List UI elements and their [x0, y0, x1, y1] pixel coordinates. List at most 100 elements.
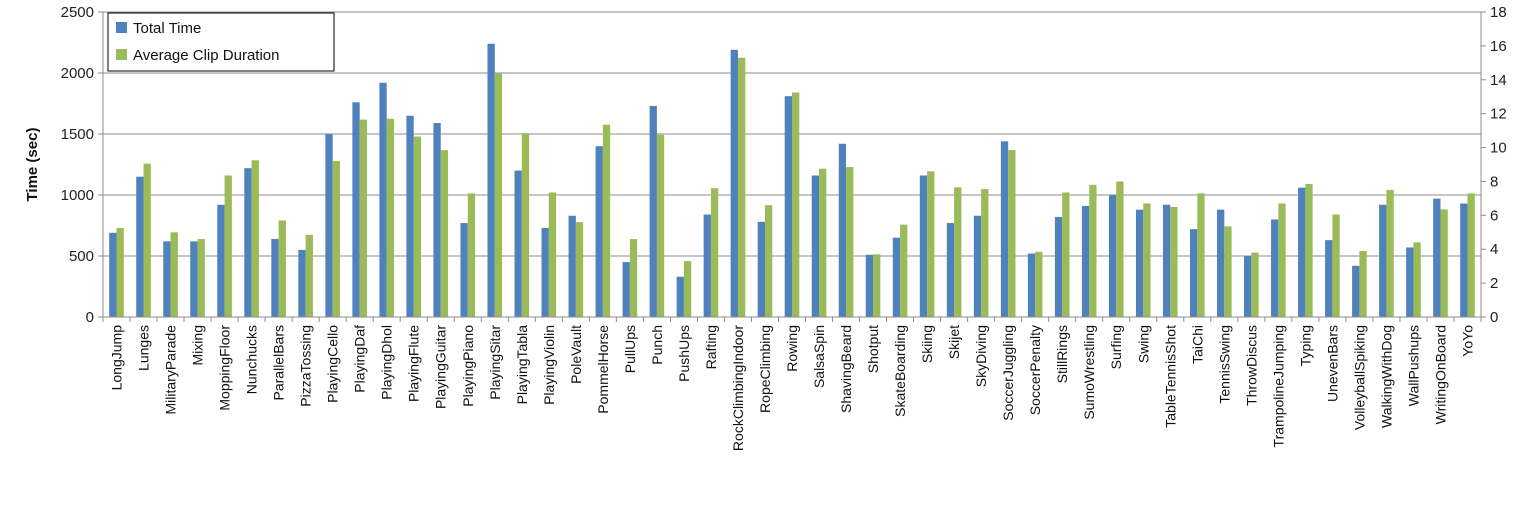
bar-avg-clip-duration: [900, 224, 908, 317]
bar-total-time: [865, 254, 874, 317]
bar-avg-clip-duration: [1332, 214, 1340, 317]
bar-total-time: [1189, 229, 1198, 317]
x-tick-label: StillRings: [1054, 325, 1070, 383]
bar-avg-clip-duration: [1170, 206, 1178, 317]
x-tick-label: SumoWrestling: [1081, 325, 1097, 420]
x-tick-label: Nunchucks: [244, 325, 260, 394]
bar-total-time: [487, 43, 495, 317]
x-tick-label: PlayingFlute: [406, 325, 422, 402]
x-tick-label: MilitaryParade: [163, 325, 179, 415]
bar-avg-clip-duration: [1197, 193, 1205, 317]
bar-total-time: [1325, 240, 1333, 317]
bar-avg-clip-duration: [873, 254, 881, 317]
bar-total-time: [352, 102, 360, 317]
axes: [98, 11, 1486, 322]
y2-tick-label: 16: [1490, 38, 1507, 55]
bar-avg-clip-duration: [494, 73, 503, 317]
x-tick-label: ShavingBeard: [838, 325, 854, 413]
y2-tick-label: 2: [1490, 275, 1498, 292]
bar-avg-clip-duration: [1386, 189, 1394, 317]
bar-avg-clip-duration: [278, 220, 286, 317]
x-tick-label: WalkingWithDog: [1378, 325, 1394, 428]
bar-avg-clip-duration: [981, 189, 989, 317]
bar-avg-clip-duration: [737, 57, 746, 317]
bar-avg-clip-duration: [386, 118, 395, 317]
x-tick-label: Skijet: [946, 325, 962, 359]
bar-total-time: [136, 176, 144, 317]
bar-total-time: [1054, 216, 1063, 317]
bar-total-time: [109, 232, 117, 317]
bar-avg-clip-duration: [305, 234, 313, 317]
bar-total-time: [1135, 209, 1144, 317]
x-tick-label: Mixing: [190, 325, 206, 365]
bar-avg-clip-duration: [656, 134, 665, 317]
bar-avg-clip-duration: [602, 124, 611, 317]
bar-total-time: [622, 262, 630, 317]
bar-avg-clip-duration: [197, 239, 205, 317]
bar-total-time: [1298, 187, 1306, 317]
y-tick-label: 500: [69, 248, 94, 265]
bar-total-time: [325, 134, 333, 317]
x-tick-label: ThrowDiscus: [1243, 325, 1259, 406]
bar-avg-clip-duration: [792, 92, 800, 317]
bar-avg-clip-duration: [683, 261, 692, 317]
x-tick-label: RopeClimbing: [757, 325, 773, 413]
bar-total-time: [217, 204, 225, 317]
bar-avg-clip-duration: [1251, 252, 1259, 317]
bar-total-time: [892, 237, 901, 317]
x-tick-label: VolleyballSpiking: [1351, 325, 1367, 430]
y2-tick-label: 8: [1490, 173, 1498, 190]
x-tick-label: Swing: [1135, 325, 1151, 363]
bar-total-time: [973, 215, 982, 317]
bar-total-time: [1000, 141, 1009, 317]
y-tick-label: 2500: [61, 4, 94, 21]
y2-tick-label: 10: [1490, 140, 1507, 157]
bar-avg-clip-duration: [332, 161, 340, 317]
x-tick-label: Shotput: [865, 325, 881, 373]
bar-avg-clip-duration: [224, 175, 232, 317]
bar-avg-clip-duration: [764, 205, 773, 317]
x-tick-label: SalsaSpin: [811, 325, 827, 388]
x-tick-label: PizzaTossing: [298, 325, 314, 407]
bar-avg-clip-duration: [1035, 251, 1043, 317]
legend-swatch-average-clip-duration: [116, 49, 127, 60]
x-tick-label: SkyDiving: [973, 325, 989, 387]
bar-total-time: [1162, 204, 1171, 317]
bar-avg-clip-duration: [927, 171, 935, 317]
bar-avg-clip-duration: [1359, 250, 1367, 317]
bar-total-time: [1244, 256, 1252, 317]
x-tick-label: Rafting: [703, 325, 719, 369]
y2-tick-label: 14: [1490, 72, 1507, 89]
bar-total-time: [730, 49, 738, 317]
x-tick-label: PlayingCello: [325, 325, 341, 403]
bar-avg-clip-duration: [954, 187, 962, 317]
y2-tick-label: 0: [1490, 309, 1498, 326]
x-tick-label: PlayingViolin: [541, 325, 557, 405]
bar-avg-clip-duration: [1440, 209, 1448, 317]
x-tick-label: YoYo: [1459, 325, 1475, 357]
bar-total-time: [190, 241, 198, 317]
bar-avg-clip-duration: [1278, 203, 1286, 317]
bar-avg-clip-duration: [440, 150, 449, 317]
legend-box: [107, 12, 335, 72]
category-labels: LongJump Lunges MilitaryParade Mixing Moppin…: [109, 325, 1476, 451]
bar-total-time: [541, 227, 549, 317]
x-tick-label: TaiChi: [1189, 325, 1205, 364]
bar-total-time: [379, 82, 387, 317]
bar-avg-clip-duration: [467, 193, 476, 317]
bar-avg-clip-duration: [548, 192, 557, 317]
x-tick-label: WritingOnBoard: [1432, 325, 1448, 424]
bar-total-time: [1379, 204, 1387, 317]
bar-total-time: [676, 276, 684, 317]
bar-avg-clip-duration: [143, 163, 151, 317]
bar-total-time: [1081, 205, 1090, 317]
x-tick-label: SkateBoarding: [892, 325, 908, 417]
x-tick-label: UnevenBars: [1324, 325, 1340, 402]
tick-labels: 0 500 1000 1500 2000 2500 0 2 4 6 8 10 12 14 16 18: [61, 4, 1507, 326]
x-tick-label: TennisSwing: [1216, 325, 1232, 404]
bar-total-time: [649, 105, 657, 317]
x-tick-label: MoppingFloor: [217, 325, 233, 411]
y-tick-label: 1000: [61, 187, 94, 204]
y-axis-title: Time (sec): [24, 128, 41, 202]
